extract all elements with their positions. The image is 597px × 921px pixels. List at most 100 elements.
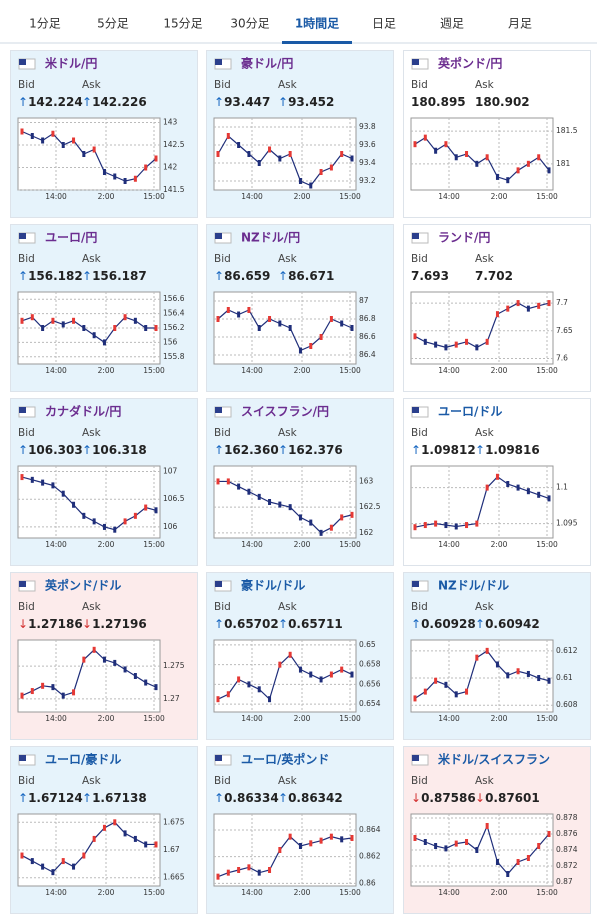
- tab[interactable]: 日足: [372, 17, 396, 31]
- bid-price: ↑0.60928: [411, 617, 476, 631]
- price-point: [526, 160, 530, 167]
- price-point: [82, 512, 86, 519]
- price-point: [51, 869, 55, 876]
- price-point: [247, 864, 251, 871]
- price-point: [278, 501, 282, 508]
- price-point: [537, 302, 541, 309]
- price-point: [423, 134, 427, 141]
- pair-name[interactable]: ランド/円: [438, 231, 490, 245]
- price-point: [485, 154, 489, 161]
- ask-label: Ask: [82, 775, 102, 787]
- price-value: 180.895: [411, 95, 466, 109]
- price-point: [309, 840, 313, 847]
- price-point: [278, 155, 282, 162]
- price-point: [340, 836, 344, 843]
- price-point: [288, 833, 292, 840]
- price-point: [465, 151, 469, 157]
- pair-name[interactable]: NZドル/ドル: [438, 579, 509, 593]
- trend-arrow: ↑: [18, 95, 28, 109]
- pair-name[interactable]: カナダドル/円: [45, 404, 121, 419]
- price-point: [51, 317, 55, 324]
- price-point: [434, 341, 438, 348]
- ask-price: ↑156.187: [82, 269, 147, 283]
- chart-frame: [213, 117, 357, 191]
- chart-frame: [410, 291, 554, 365]
- flag-part: [19, 755, 26, 761]
- x-tick-label: 15:00: [143, 888, 165, 897]
- pair-name[interactable]: 豪ドル/ドル: [241, 578, 305, 593]
- tab[interactable]: 週足: [440, 17, 464, 31]
- price-value: 0.65702: [224, 617, 279, 631]
- price-point: [319, 169, 323, 175]
- price-value: 0.86342: [288, 791, 343, 805]
- pair-name[interactable]: 英ポンド/円: [438, 56, 502, 71]
- price-point: [350, 671, 354, 678]
- price-point: [123, 178, 127, 184]
- ask-label: Ask: [475, 601, 495, 613]
- x-tick-label: 2:00: [491, 366, 508, 375]
- x-tick-label: 14:00: [45, 540, 67, 549]
- x-tick-label: 2:00: [98, 888, 115, 897]
- pair-name[interactable]: 英ポンド/ドル: [45, 578, 121, 593]
- trend-arrow: ↑: [278, 443, 288, 457]
- price-value: 0.60942: [485, 617, 540, 631]
- price-point: [434, 147, 438, 154]
- price-value: 156.187: [92, 269, 147, 283]
- pair-name[interactable]: 米ドル/円: [45, 56, 97, 71]
- x-tick-label: 2:00: [98, 192, 115, 201]
- ask-price: ↑142.226: [82, 95, 147, 109]
- price-point: [288, 504, 292, 511]
- price-point: [444, 681, 448, 688]
- flag-part: [412, 233, 419, 239]
- tab[interactable]: 月足: [508, 17, 532, 31]
- y-tick-label: 0.61: [556, 673, 573, 682]
- price-point: [82, 325, 86, 331]
- tab[interactable]: 1分足: [29, 17, 61, 31]
- chart-frame: [17, 465, 161, 539]
- trend-arrow: ↑: [214, 443, 224, 457]
- y-tick-label: 156.4: [163, 309, 185, 318]
- trend-arrow: ↑: [82, 269, 92, 283]
- price-point: [465, 688, 469, 695]
- price-point: [288, 325, 292, 331]
- pair-name[interactable]: ユーロ/英ポンド: [241, 752, 329, 767]
- pair-name[interactable]: ユーロ/豪ドル: [45, 752, 121, 767]
- price-point: [257, 869, 261, 876]
- y-tick-label: 163: [359, 476, 374, 485]
- tab[interactable]: 15分足: [163, 17, 202, 31]
- x-tick-label: 2:00: [491, 540, 508, 549]
- price-point: [30, 858, 34, 865]
- price-point: [133, 317, 137, 324]
- flag-part: [412, 581, 419, 587]
- ask-price: 7.702: [475, 269, 513, 283]
- price-point: [237, 483, 241, 490]
- tab[interactable]: 1時間足: [295, 16, 339, 31]
- pair-name[interactable]: NZドル/円: [241, 231, 300, 245]
- flag-part: [19, 59, 26, 65]
- trend-arrow: ↑: [475, 617, 485, 631]
- price-value: 1.27196: [92, 617, 147, 631]
- price-point: [319, 837, 323, 844]
- bid-label: Bid: [411, 601, 428, 613]
- ask-label: Ask: [278, 253, 298, 265]
- ask-price: ↑106.318: [82, 443, 147, 457]
- price-point: [144, 325, 148, 331]
- pair-name[interactable]: ユーロ/円: [45, 231, 97, 245]
- price-point: [526, 305, 530, 312]
- pair-name[interactable]: ユーロ/ドル: [438, 405, 502, 419]
- price-point: [268, 146, 272, 153]
- price-point: [72, 689, 76, 696]
- tab[interactable]: 5分足: [97, 17, 129, 31]
- pair-name[interactable]: 米ドル/スイスフラン: [438, 752, 550, 767]
- price-point: [475, 344, 479, 351]
- pair-name[interactable]: スイスフラン/円: [241, 405, 329, 419]
- x-tick-label: 14:00: [241, 714, 263, 723]
- x-tick-label: 15:00: [339, 714, 361, 723]
- price-point: [226, 691, 230, 698]
- y-tick-label: 155.8: [163, 352, 185, 361]
- tab[interactable]: 30分足: [230, 17, 269, 31]
- price-point: [465, 839, 469, 845]
- price-point: [133, 175, 137, 182]
- price-point: [268, 696, 272, 703]
- pair-name[interactable]: 豪ドル/円: [241, 56, 293, 71]
